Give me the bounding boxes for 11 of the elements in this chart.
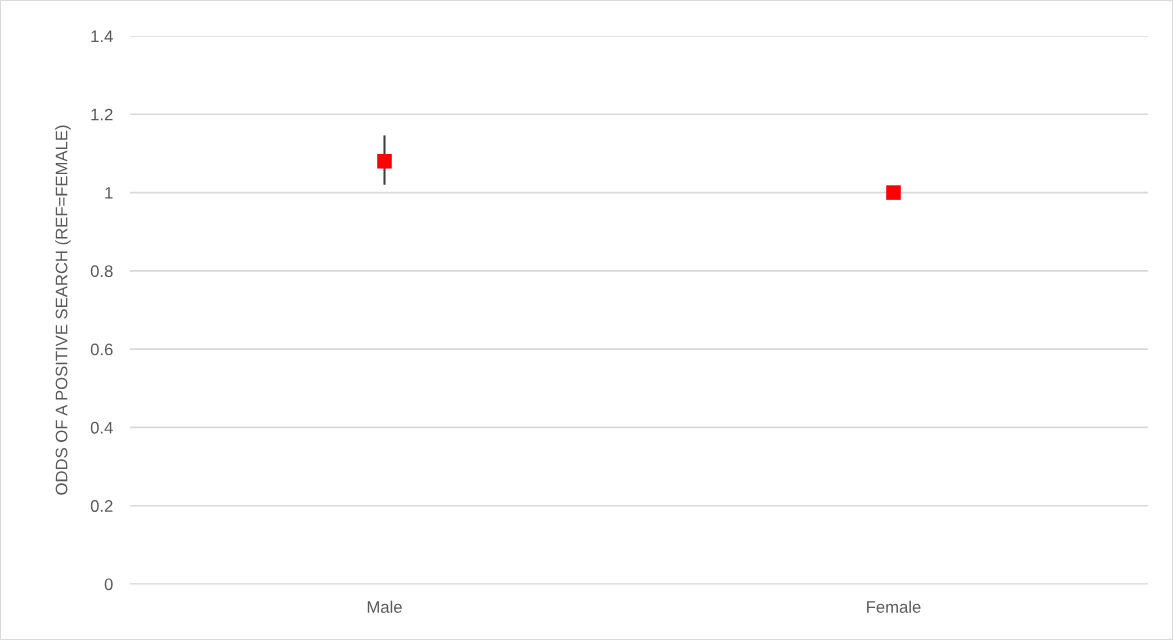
y-axis-title: ODDS OF A POSITIVE SEARCH (REF=FEMALE) [55,125,71,495]
y-tick-label: 0.2 [90,500,113,512]
x-tick-label: Male [367,600,402,613]
y-tick-label: 0 [104,578,113,591]
y-tick-label: 1 [105,187,113,199]
y-tick-label: 1.2 [91,108,113,121]
y-tick-label: 0.6 [90,343,113,356]
y-tick-label: 0.4 [90,421,113,434]
y-tick-label: 1.4 [91,30,113,43]
y-tick-label: 0.8 [90,265,113,278]
x-tick-label: Female [867,600,921,613]
